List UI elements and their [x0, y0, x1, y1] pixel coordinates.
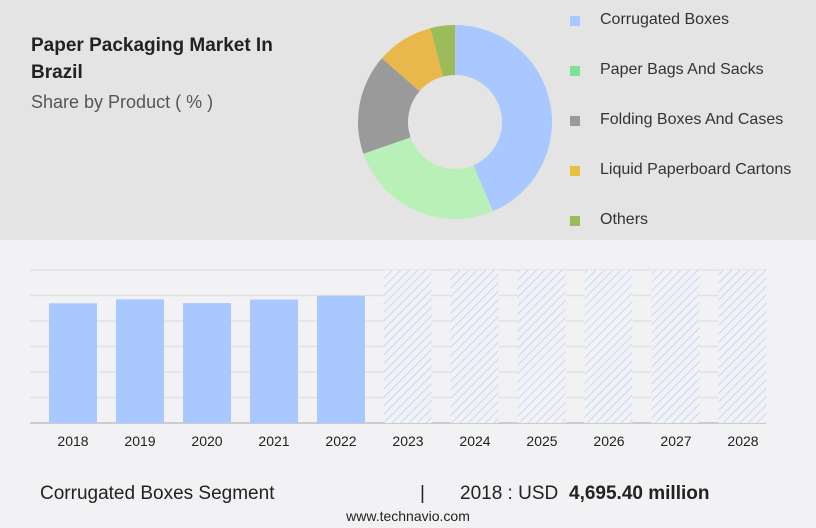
- legend-swatch: [570, 16, 580, 26]
- legend-item: Liquid Paperboard Cartons: [570, 162, 810, 194]
- footer-value: 4,695.40 million: [569, 483, 710, 504]
- x-tick-label: 2023: [392, 433, 423, 449]
- legend-item: Folding Boxes And Cases: [570, 112, 810, 144]
- legend-item: Paper Bags And Sacks: [570, 62, 810, 94]
- footer-segment: Corrugated Boxes Segment: [40, 483, 275, 504]
- forecast-bar-2024: [450, 270, 499, 423]
- x-tick-label: 2025: [526, 433, 557, 449]
- x-tick-label: 2027: [660, 433, 691, 449]
- bar-2022: [317, 295, 365, 423]
- legend-label: Paper Bags And Sacks: [600, 61, 764, 78]
- legend-swatch: [570, 66, 580, 76]
- x-tick-label: 2028: [727, 433, 758, 449]
- x-tick-label: 2024: [459, 433, 490, 449]
- legend-swatch: [570, 116, 580, 126]
- footer-year: 2018 : USD: [460, 483, 559, 504]
- x-tick-label: 2022: [325, 433, 356, 449]
- legend-swatch: [570, 166, 580, 176]
- legend-label: Corrugated Boxes: [600, 11, 729, 28]
- bar-2019: [116, 299, 164, 423]
- legend-item: Others: [570, 212, 810, 244]
- forecast-bar-2027: [651, 270, 700, 423]
- footer-separator: |: [420, 483, 425, 504]
- page-title: Paper Packaging Market In Brazil: [31, 35, 273, 83]
- website-url[interactable]: www.technavio.com: [346, 508, 470, 524]
- x-tick-label: 2020: [191, 433, 222, 449]
- legend-label: Liquid Paperboard Cartons: [600, 161, 792, 178]
- forecast-bar-2023: [383, 270, 432, 423]
- x-tick-label: 2026: [593, 433, 624, 449]
- forecast-bar-2028: [718, 270, 767, 423]
- x-tick-label: 2021: [258, 433, 289, 449]
- legend-item: Corrugated Boxes: [570, 12, 810, 44]
- x-tick-label: 2019: [124, 433, 155, 449]
- legend-label: Others: [600, 211, 649, 228]
- forecast-bar-2026: [584, 270, 633, 423]
- forecast-bar-2025: [517, 270, 566, 423]
- pie-legend: Corrugated Boxes Paper Bags And Sacks Fold…: [570, 12, 810, 232]
- x-tick-label: 2018: [57, 433, 88, 449]
- legend-swatch: [570, 216, 580, 226]
- subtitle: Share by Product ( % ): [31, 92, 214, 112]
- bar-2020: [183, 303, 231, 423]
- legend-label: Folding Boxes And Cases: [600, 111, 784, 128]
- bar-2018: [49, 303, 97, 423]
- bar-2021: [250, 299, 298, 423]
